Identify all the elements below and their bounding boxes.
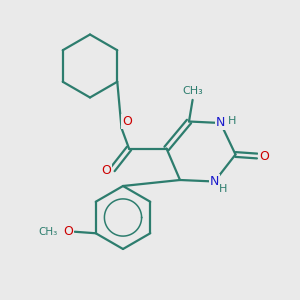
Text: H: H xyxy=(228,116,236,127)
Text: N: N xyxy=(216,116,225,130)
Text: O: O xyxy=(101,164,111,178)
Text: O: O xyxy=(63,225,73,238)
Text: O: O xyxy=(122,115,132,128)
Text: N: N xyxy=(210,175,219,188)
Text: O: O xyxy=(259,149,268,163)
Text: CH₃: CH₃ xyxy=(182,86,203,97)
Text: H: H xyxy=(219,184,227,194)
Text: CH₃: CH₃ xyxy=(38,227,57,237)
